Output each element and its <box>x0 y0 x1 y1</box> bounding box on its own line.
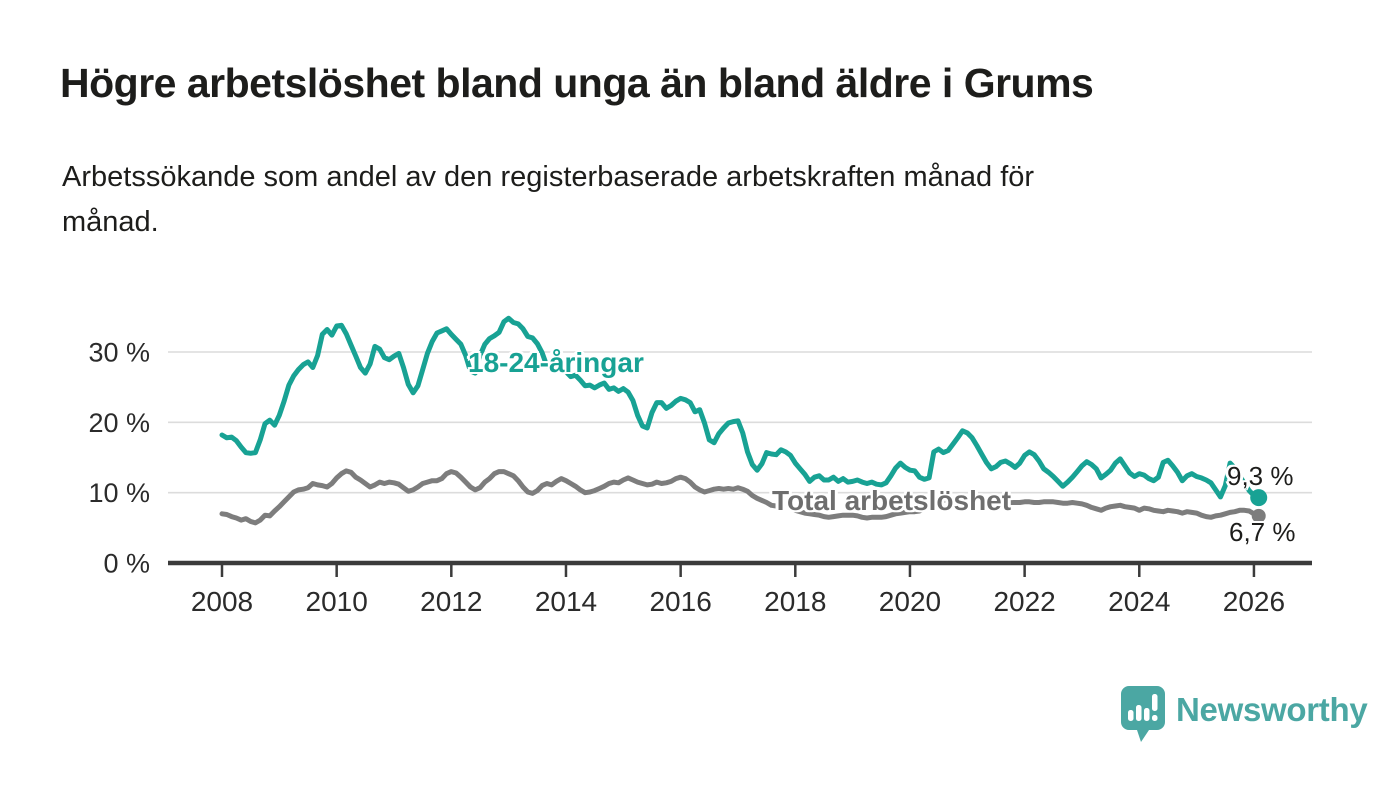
x-axis-tick-label: 2012 <box>420 586 482 617</box>
x-axis-tick-label: 2008 <box>191 586 253 617</box>
chart-subtitle: Arbetssökande som andel av den registerb… <box>62 155 1312 245</box>
series-label-total: Total arbetslöshet <box>772 485 1012 516</box>
bar-chart-speech-bubble-icon <box>1121 686 1165 742</box>
x-axis-tick-label: 2014 <box>535 586 597 617</box>
x-axis-tick-label: 2026 <box>1223 586 1285 617</box>
x-axis-tick-label: 2020 <box>879 586 941 617</box>
series-label-youth: 18-24-åringar <box>468 347 644 378</box>
end-marker-youth <box>1250 489 1268 507</box>
x-axis-tick-label: 2016 <box>649 586 711 617</box>
chart-subtitle-line1: Arbetssökande som andel av den registerb… <box>62 161 1035 193</box>
x-axis-tick-label: 2024 <box>1108 586 1170 617</box>
x-axis-tick-label: 2018 <box>764 586 826 617</box>
y-axis-tick-label: 10 % <box>88 478 150 508</box>
newsworthy-logo: Newsworthy <box>1117 684 1368 744</box>
x-axis-tick-label: 2010 <box>306 586 368 617</box>
brand-name: Newsworthy <box>1176 691 1368 728</box>
y-axis-tick-label: 30 % <box>88 338 150 368</box>
y-axis-tick-label: 0 % <box>103 549 150 579</box>
end-value-label-total: 6,7 % <box>1229 517 1296 547</box>
x-axis-tick-label: 2022 <box>993 586 1055 617</box>
y-axis-tick-label: 20 % <box>88 408 150 438</box>
line-series-total <box>219 468 1262 526</box>
end-marker-total <box>1251 508 1266 523</box>
chart-subtitle-line2: månad. <box>62 206 159 238</box>
end-value-label-youth: 9,3 % <box>1227 461 1294 491</box>
page-title: Högre arbetslöshet bland unga än bland ä… <box>60 60 1094 106</box>
line-series-youth <box>219 315 1262 501</box>
